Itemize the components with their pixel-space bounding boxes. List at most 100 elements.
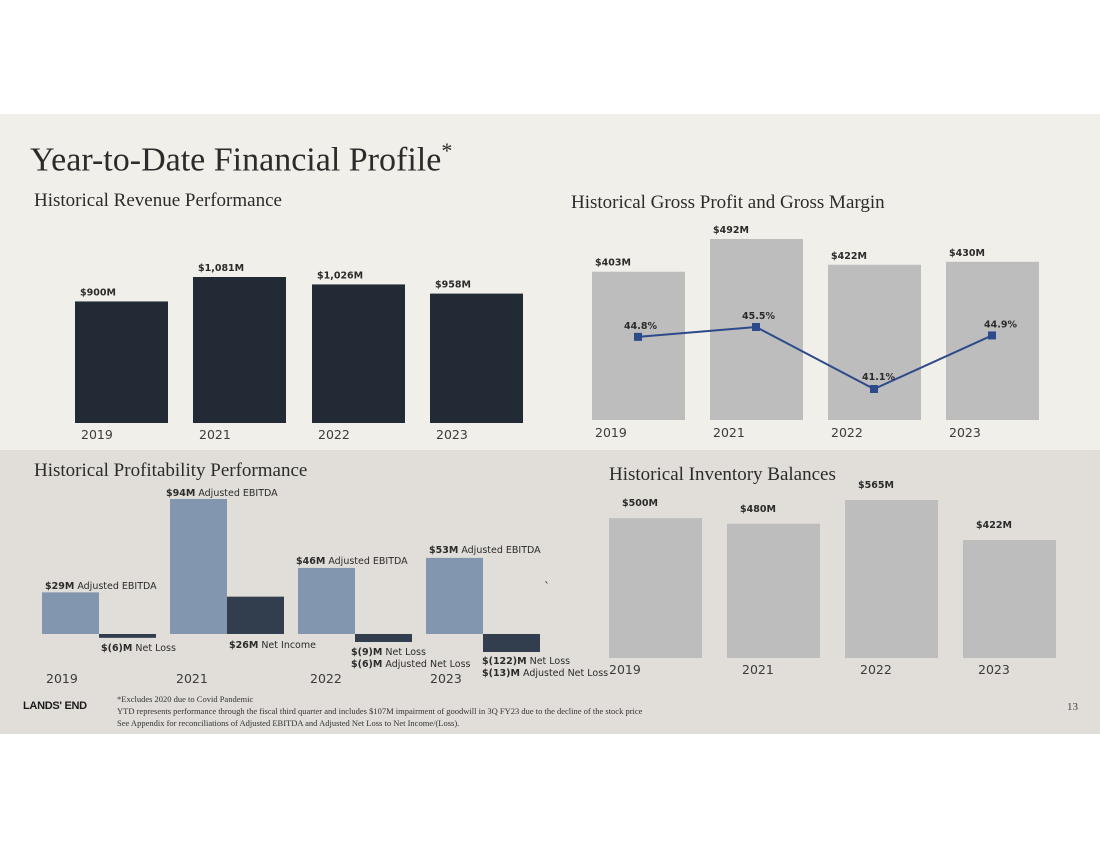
inventory-bar-2022 [845, 500, 938, 658]
gross-profit-label-2019: $403M [595, 258, 631, 269]
gross-margin-point-2021 [752, 323, 760, 331]
inventory-tick-2021: 2021 [742, 662, 774, 677]
profitability-tick-2023: 2023 [430, 671, 462, 686]
annotation-value: $(122)M [482, 656, 527, 667]
ebitda-bar-2022 [298, 567, 355, 634]
revenue-bar-2021 [193, 277, 286, 423]
brand-logo: LANDS' END [23, 700, 87, 712]
page-title: Year-to-Date Financial Profile* [30, 138, 453, 179]
gross-profit-chart-title: Historical Gross Profit and Gross Margin [571, 192, 885, 213]
gross-profit-label-2022: $422M [831, 251, 867, 262]
ebitda-bar-2021 [170, 499, 227, 634]
profitability-annotation-3: $94M Adjusted EBITDA [166, 488, 278, 499]
annotation-value: $53M [429, 545, 458, 556]
revenue-bar-2023 [430, 293, 523, 423]
profitability-annotation-8: $53M Adjusted EBITDA [429, 545, 541, 556]
inventory-chart-title: Historical Inventory Balances [609, 464, 836, 485]
ebitda-bar-2023 [426, 557, 483, 634]
annotation-value: $(9)M [351, 647, 382, 658]
profitability-annotation-6: $(9)M Net Loss [351, 647, 426, 658]
profitability-annotation-4: $26M Net Income [229, 640, 316, 651]
gross-profit-bar-2019 [592, 271, 685, 420]
profitability-annotation-9: $(122)M Net Loss [482, 656, 570, 667]
gross-margin-label-2019: 44.8% [624, 321, 657, 332]
annotation-text: Adjusted EBITDA [74, 581, 157, 592]
inventory-tick-2019: 2019 [609, 662, 641, 677]
profitability-chart-title: Historical Profitability Performance [34, 460, 308, 481]
annotation-text: Net Income [258, 640, 316, 651]
gross-margin-point-2022 [870, 385, 878, 393]
gross-profit-tick-2019: 2019 [595, 425, 627, 440]
footnote-covid: *Excludes 2020 due to Covid Pandemic [117, 694, 254, 704]
net-income-bar-2019 [99, 634, 156, 638]
profitability-annotation-1: $29M Adjusted EBITDA [45, 581, 157, 592]
gross-margin-label-2021: 45.5% [742, 311, 775, 322]
annotation-text: Adjusted EBITDA [195, 488, 278, 499]
gross-profit-bar-2022 [828, 264, 921, 420]
annotation-text: Net Loss [527, 656, 571, 667]
annotation-text: Adjusted EBITDA [458, 545, 541, 556]
profitability-tick-2022: 2022 [310, 671, 342, 686]
gross-margin-point-2023 [988, 331, 996, 340]
revenue-label-2019: $900M [80, 287, 116, 298]
inventory-label-2023: $422M [976, 520, 1012, 531]
inventory-bar-2023 [963, 539, 1056, 658]
revenue-tick-2022: 2022 [318, 427, 350, 442]
annotation-value: $(13)M [482, 668, 520, 679]
gross-profit-bar-2023 [946, 261, 1039, 420]
inventory-tick-2022: 2022 [860, 662, 892, 677]
profitability-annotation-7: $(6)M Adjusted Net Loss [351, 659, 471, 670]
footnote-appendix: See Appendix for reconciliations of Adju… [117, 718, 460, 728]
footnote-ytd: YTD represents performance through the f… [117, 706, 643, 716]
revenue-bar-2019 [75, 301, 168, 423]
inventory-bar-2019 [609, 518, 702, 658]
gross-profit-label-2023: $430M [949, 248, 985, 259]
net-income-bar-2022 [355, 634, 412, 642]
gross-profit-tick-2021: 2021 [713, 425, 745, 440]
annotation-value: $94M [166, 488, 195, 499]
title-asterisk: * [441, 138, 453, 163]
revenue-label-2023: $958M [435, 280, 471, 291]
annotation-text: Adjusted EBITDA [325, 556, 408, 567]
gross-profit-label-2021: $492M [713, 225, 749, 236]
inventory-label-2021: $480M [740, 504, 776, 515]
revenue-label-2021: $1,081M [198, 263, 244, 274]
net-income-bar-2021 [227, 596, 284, 634]
stray-mark: ` [544, 580, 550, 594]
annotation-text: Net Loss [132, 643, 176, 654]
profitability-tick-2019: 2019 [46, 671, 78, 686]
gross-margin-label-2022: 41.1% [862, 372, 895, 383]
gross-profit-tick-2022: 2022 [831, 425, 863, 440]
annotation-text: Adjusted Net Loss [382, 659, 470, 670]
revenue-chart-title: Historical Revenue Performance [34, 190, 282, 211]
revenue-label-2022: $1,026M [317, 270, 363, 281]
inventory-label-2022: $565M [858, 480, 894, 491]
annotation-value: $46M [296, 556, 325, 567]
annotation-value: $(6)M [101, 643, 132, 654]
revenue-tick-2023: 2023 [436, 427, 468, 442]
annotation-value: $(6)M [351, 659, 382, 670]
gross-profit-tick-2023: 2023 [949, 425, 981, 440]
annotation-text: Adjusted Net Loss [520, 668, 608, 679]
annotation-value: $29M [45, 581, 74, 592]
net-income-bar-2023 [483, 634, 540, 652]
revenue-tick-2019: 2019 [81, 427, 113, 442]
annotation-value: $26M [229, 640, 258, 651]
profitability-annotation-10: $(13)M Adjusted Net Loss [482, 668, 608, 679]
annotation-text: Net Loss [382, 647, 426, 658]
footnotes: *Excludes 2020 due to Covid Pandemic YTD… [117, 693, 642, 729]
inventory-label-2019: $500M [622, 498, 658, 509]
page-number: 13 [1067, 701, 1078, 713]
inventory-tick-2023: 2023 [978, 662, 1010, 677]
inventory-bar-2021 [727, 523, 820, 658]
profitability-annotation-2: $(6)M Net Loss [101, 643, 176, 654]
revenue-tick-2021: 2021 [199, 427, 231, 442]
gross-margin-label-2023: 44.9% [984, 319, 1017, 330]
revenue-bar-2022 [312, 284, 405, 423]
profitability-tick-2021: 2021 [176, 671, 208, 686]
profitability-annotation-5: $46M Adjusted EBITDA [296, 556, 408, 567]
gross-margin-point-2019 [634, 332, 642, 341]
ebitda-bar-2019 [42, 592, 99, 634]
gross-margin-line [637, 325, 993, 391]
